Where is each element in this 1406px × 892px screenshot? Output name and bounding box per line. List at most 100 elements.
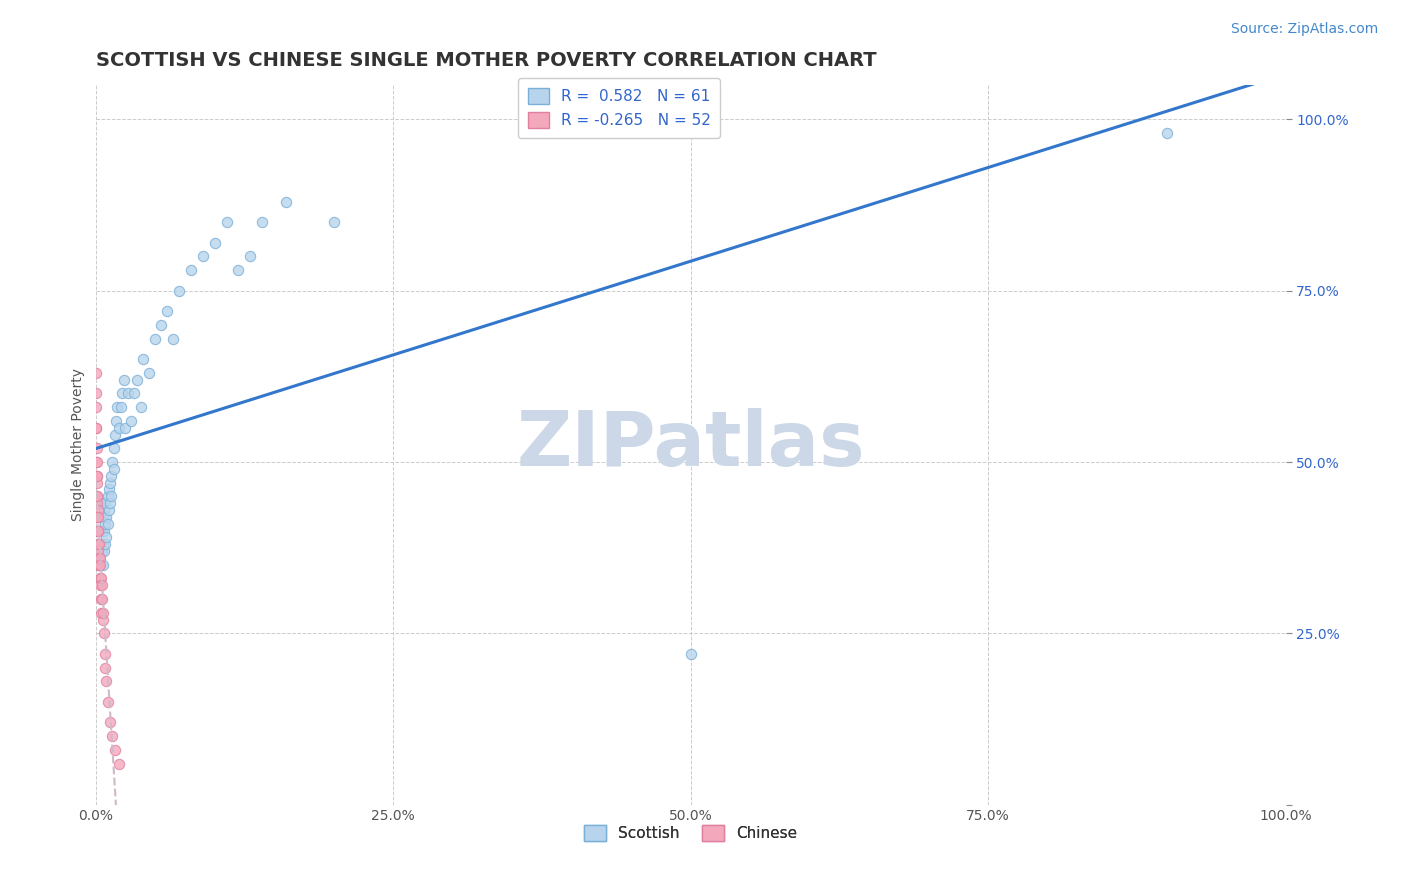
Point [110,400,132,414]
Point [150,318,173,332]
Point [86,489,108,503]
Point [96,489,118,503]
Point [86,524,108,538]
Point [228,263,250,277]
Point [89,578,111,592]
Point [127,373,149,387]
Point [91,537,114,551]
Point [86,475,108,490]
Point [215,215,238,229]
Point [90,572,112,586]
Point [86,421,108,435]
Point [104,743,127,757]
Point [114,421,136,435]
Point [93,606,115,620]
Point [87,537,110,551]
Point [87,537,110,551]
Point [100,489,122,503]
Point [93,626,115,640]
Point [86,442,108,456]
Point [87,558,110,572]
Point [156,304,179,318]
Point [86,455,108,469]
Point [322,215,344,229]
Point [180,263,202,277]
Point [91,558,114,572]
Point [132,352,155,367]
Point [84,468,107,483]
Text: ZIPatlas: ZIPatlas [516,408,865,482]
Legend: Scottish, Chinese: Scottish, Chinese [578,819,803,847]
Point [101,455,124,469]
Point [101,729,124,743]
Point [97,483,120,497]
Point [100,468,122,483]
Point [89,509,111,524]
Point [91,509,114,524]
Point [97,503,120,517]
Point [239,249,262,263]
Point [679,647,702,661]
Point [105,400,128,414]
Point [90,592,112,607]
Point [87,524,110,538]
Point [87,537,110,551]
Point [96,516,118,531]
Point [86,509,108,524]
Point [98,715,121,730]
Point [90,606,112,620]
Point [89,550,111,565]
Point [143,332,166,346]
Point [1156,126,1178,140]
Point [112,373,135,387]
Point [138,366,160,380]
Point [86,509,108,524]
Point [120,414,142,428]
Point [89,524,111,538]
Point [103,442,125,456]
Point [86,509,108,524]
Point [84,400,107,414]
Point [87,544,110,558]
Point [94,516,117,531]
Point [84,489,107,503]
Point [93,647,115,661]
Point [84,386,107,401]
Point [89,558,111,572]
Point [86,468,108,483]
Y-axis label: Single Mother Poverty: Single Mother Poverty [72,368,86,521]
Point [167,284,190,298]
Point [191,249,214,263]
Point [89,550,111,565]
Point [108,421,131,435]
Point [84,455,107,469]
Point [103,462,125,476]
Point [86,503,108,517]
Point [274,194,297,209]
Point [96,674,118,689]
Point [94,660,117,674]
Point [96,695,118,709]
Point [104,427,127,442]
Point [252,215,274,229]
Point [98,475,121,490]
Text: SCOTTISH VS CHINESE SINGLE MOTHER POVERTY CORRELATION CHART: SCOTTISH VS CHINESE SINGLE MOTHER POVERT… [96,51,876,70]
Point [111,386,134,401]
Point [84,421,107,435]
Point [87,537,110,551]
Text: Source: ZipAtlas.com: Source: ZipAtlas.com [1230,22,1378,37]
Point [162,332,184,346]
Point [96,509,118,524]
Point [87,509,110,524]
Point [94,496,117,510]
Point [89,550,111,565]
Point [93,524,115,538]
Point [122,386,145,401]
Point [91,613,114,627]
Point [98,496,121,510]
Point [91,592,114,607]
Point [204,235,226,250]
Point [90,578,112,592]
Point [89,572,111,586]
Point [84,366,107,380]
